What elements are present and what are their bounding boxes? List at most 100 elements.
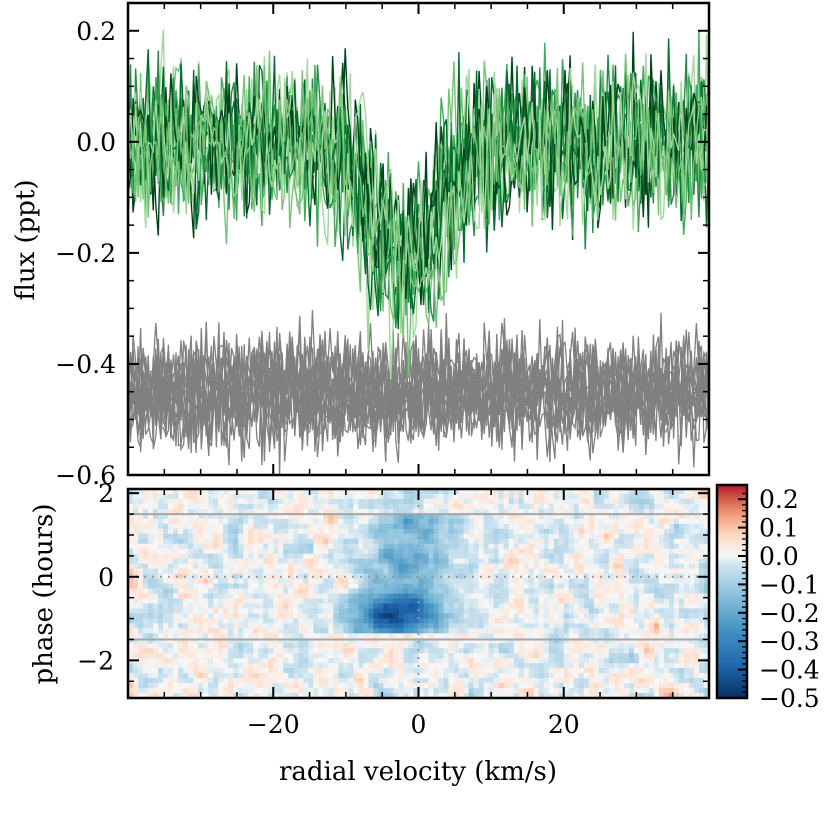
heatmap-cell: [413, 683, 420, 689]
heatmap-cell: [613, 623, 620, 629]
heatmap-cell: [518, 663, 525, 669]
heatmap-cell: [688, 518, 695, 525]
heatmap-cell: [613, 613, 620, 619]
heatmap-cell: [338, 558, 344, 565]
heatmap-cell: [513, 503, 520, 510]
heatmap-cell: [653, 508, 660, 515]
heatmap-cell: [188, 623, 194, 629]
heatmap-cell: [553, 558, 560, 565]
heatmap-cell: [248, 503, 254, 510]
heatmap-cell: [608, 668, 615, 674]
heatmap-cell: [588, 598, 595, 605]
heatmap-cell: [688, 688, 695, 694]
heatmap-cell: [303, 663, 309, 669]
heatmap-cell: [468, 638, 475, 644]
heatmap-cell: [278, 688, 284, 694]
heatmap-cell: [673, 578, 680, 585]
heatmap-cell: [523, 603, 530, 610]
heatmap-cell: [668, 548, 675, 555]
heatmap-cell: [438, 489, 445, 495]
heatmap-cell: [188, 663, 194, 669]
heatmap-cell: [163, 608, 169, 615]
heatmap-cell: [153, 653, 159, 659]
heatmap-cell: [428, 668, 435, 674]
heatmap-cell: [153, 598, 159, 605]
heatmap-cell: [458, 668, 465, 674]
heatmap-cell: [408, 663, 415, 669]
heatmap-cell: [573, 568, 580, 575]
heatmap-cell: [233, 623, 239, 629]
heatmap-cell: [598, 633, 605, 639]
heatmap-cell: [293, 598, 299, 605]
heatmap-cell: [658, 688, 665, 694]
heatmap-cell: [513, 548, 520, 555]
heatmap-cell: [318, 538, 324, 545]
heatmap-cell: [358, 558, 365, 565]
heatmap-cell: [343, 643, 349, 649]
heatmap-cell: [593, 528, 600, 535]
heatmap-cell: [393, 618, 400, 624]
heatmap-cell: [528, 693, 535, 698]
heatmap-cell: [593, 643, 600, 649]
heatmap-cell: [338, 583, 344, 590]
heatmap-cell: [218, 543, 224, 550]
heatmap-cell: [183, 688, 189, 694]
heatmap-cell: [463, 593, 470, 600]
heatmap-cell: [353, 553, 359, 560]
heatmap-cell: [148, 628, 154, 634]
heatmap-cell: [293, 648, 299, 654]
heatmap-cell: [403, 623, 410, 629]
heatmap-cell: [538, 563, 545, 570]
heatmap-cell: [198, 498, 204, 505]
heatmap-cell: [443, 503, 450, 510]
heatmap-cell: [478, 618, 485, 624]
heatmap-cell: [163, 503, 169, 510]
heatmap-cell: [688, 618, 695, 624]
heatmap-cell: [223, 503, 229, 510]
heatmap-cell: [248, 673, 254, 679]
heatmap-cell: [673, 673, 680, 679]
heatmap-cell: [163, 653, 169, 659]
heatmap-cell: [663, 528, 670, 535]
heatmap-cell: [323, 653, 329, 659]
heatmap-cell: [398, 568, 405, 575]
heatmap-cell: [418, 513, 425, 520]
heatmap-cell: [253, 538, 259, 545]
heatmap-cell: [473, 578, 480, 585]
heatmap-cell: [248, 518, 254, 525]
heatmap-cell: [348, 638, 354, 644]
heatmap-cell: [628, 668, 635, 674]
heatmap-cell: [458, 493, 465, 500]
heatmap-cell: [143, 489, 149, 495]
heatmap-cell: [273, 573, 279, 580]
heatmap-cell: [668, 673, 675, 679]
heatmap-cell: [498, 563, 505, 570]
heatmap-cell: [283, 538, 289, 545]
heatmap-cell: [148, 568, 154, 575]
heatmap-cell: [333, 513, 339, 520]
heatmap-cell: [473, 633, 480, 639]
heatmap-cell: [283, 683, 289, 689]
heatmap-cell: [453, 688, 460, 694]
heatmap-cell: [233, 618, 239, 624]
heatmap-cell: [428, 578, 435, 585]
heatmap-cell: [703, 608, 709, 615]
heatmap-cell: [403, 673, 410, 679]
heatmap-cell: [423, 518, 430, 525]
heatmap-cell: [368, 598, 375, 605]
heatmap-cell: [593, 583, 600, 590]
heatmap-cell: [638, 648, 645, 654]
heatmap-cell: [458, 688, 465, 694]
heatmap-cell: [348, 578, 354, 585]
heatmap-cell: [528, 598, 535, 605]
heatmap-cell: [268, 573, 274, 580]
heatmap-cell: [348, 648, 354, 654]
heatmap-cell: [153, 568, 159, 575]
heatmap-cell: [318, 489, 324, 495]
heatmap-cell: [483, 583, 490, 590]
heatmap-cell: [578, 603, 585, 610]
heatmap-cell: [613, 553, 620, 560]
heatmap-cell: [473, 663, 480, 669]
heatmap-cell: [648, 523, 655, 530]
heatmap-cell: [508, 608, 515, 615]
